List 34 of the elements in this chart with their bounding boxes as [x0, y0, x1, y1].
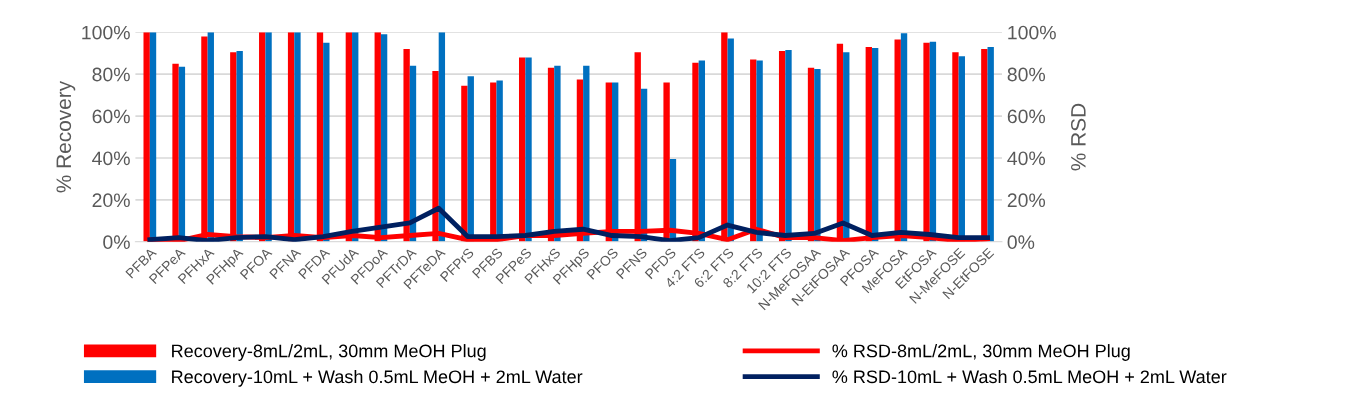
y2-tick-label: 80% — [1007, 67, 1046, 82]
bar — [525, 57, 532, 242]
bar — [814, 68, 821, 242]
y2-tick-label: 0% — [1007, 235, 1035, 250]
y2-tick-label: 100% — [1008, 25, 1056, 40]
legend-label: % RSD-8mL/2mL, 30mm MeOH Plug — [832, 344, 1130, 361]
y-axis-title: % Recovery — [56, 80, 76, 193]
bar — [380, 34, 388, 242]
y-tick-label: 20% — [92, 193, 130, 208]
y2-tick-label: 60% — [1007, 109, 1046, 124]
bar — [323, 42, 330, 242]
bar — [987, 46, 994, 242]
bar — [143, 32, 150, 242]
y-tick-label: 0% — [103, 235, 130, 250]
y-tick-label: 40% — [92, 151, 130, 166]
bar — [900, 33, 908, 242]
bar — [871, 47, 879, 242]
bar — [698, 60, 706, 242]
y-tick-label: 60% — [92, 109, 130, 124]
bar — [265, 32, 272, 242]
line-series — [147, 205, 990, 242]
y-tick-label: 100% — [82, 25, 130, 40]
bar — [554, 65, 561, 242]
bar — [756, 60, 763, 242]
legend-label: % RSD-10mL + Wash 0.5mL MeOH + 2mL Water — [832, 369, 1227, 384]
y-tick-label: 80% — [92, 67, 130, 82]
bar — [785, 50, 792, 242]
y2-tick-label: 20% — [1007, 193, 1046, 208]
legend-label: Recovery-10mL + Wash 0.5mL MeOH + 2mL Water — [172, 369, 583, 387]
y2-axis-title: % RSD — [1070, 103, 1086, 171]
y2-tick-label: 40% — [1007, 151, 1046, 166]
bar — [236, 51, 243, 242]
bar — [929, 41, 937, 242]
legend-label: Recovery-8mL/2mL, 30mm MeOH Plug — [172, 344, 486, 361]
